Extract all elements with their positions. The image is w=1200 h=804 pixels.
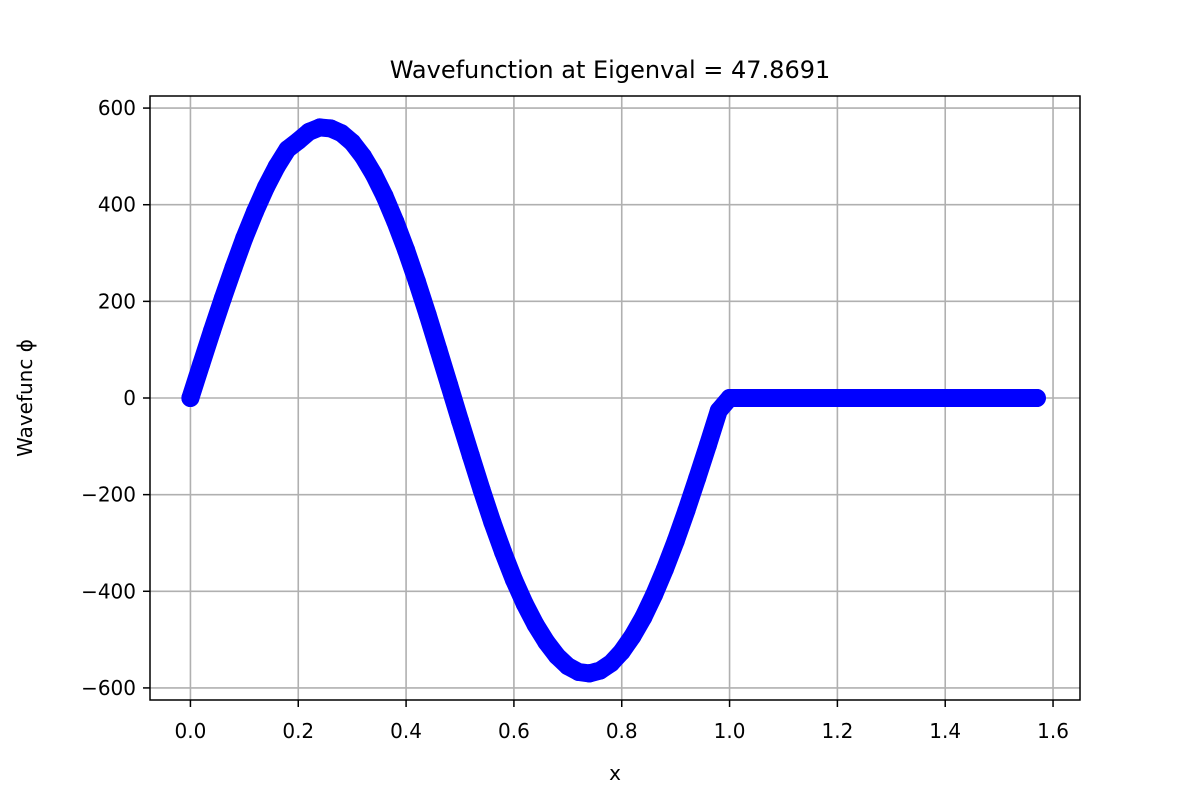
x-tick-label: 0.0	[175, 719, 207, 743]
data-point	[612, 642, 631, 661]
data-point	[774, 389, 793, 407]
data-point	[504, 570, 523, 589]
data-point	[990, 389, 1009, 407]
x-tick-label: 0.6	[498, 719, 530, 743]
data-point	[828, 389, 847, 407]
data-point	[909, 389, 928, 407]
data-point	[203, 321, 221, 340]
chart-title: Wavefunction at Eigenval = 47.8691	[390, 56, 831, 84]
data-point	[354, 147, 372, 166]
data-point	[747, 389, 766, 407]
data-point	[515, 594, 534, 613]
data-point	[343, 133, 362, 152]
data-point	[688, 469, 707, 488]
data-point	[720, 389, 739, 407]
y-tick-label: 600	[98, 96, 136, 120]
data-point	[494, 543, 513, 562]
data-point	[192, 355, 211, 374]
data-point	[386, 212, 405, 231]
data-point	[440, 376, 459, 394]
x-axis-label: x	[609, 761, 621, 785]
y-tick-label: 0	[123, 386, 136, 410]
data-point	[235, 229, 254, 248]
data-point	[634, 608, 653, 627]
data-point	[882, 389, 901, 407]
tick-layer: 0.0 0.2 0.4 0.6 0.8 1.0 1.2 1.4 1.6 600 400 200 0 −20…	[81, 96, 1069, 743]
y-tick-label: −400	[81, 579, 136, 603]
data-point	[1027, 389, 1046, 407]
data-point	[602, 654, 620, 673]
data-point	[375, 187, 394, 205]
data-point	[246, 202, 265, 221]
data-point	[483, 513, 502, 532]
y-axis-label: Wavefunc ϕ	[13, 339, 37, 457]
data-point	[645, 585, 664, 604]
data-layer	[181, 118, 1046, 683]
x-tick-label: 0.4	[390, 719, 422, 743]
data-point	[623, 627, 642, 646]
x-tick-label: 0.8	[606, 719, 638, 743]
data-point	[855, 389, 874, 407]
x-tick-label: 1.2	[821, 719, 853, 743]
data-point	[451, 411, 469, 430]
data-point	[418, 305, 437, 324]
data-point	[936, 389, 955, 407]
y-tick-label: 400	[98, 193, 136, 217]
data-point	[224, 258, 243, 277]
data-point	[429, 340, 448, 359]
data-point	[666, 532, 685, 550]
data-point	[677, 501, 696, 520]
x-tick-label: 1.0	[714, 719, 746, 743]
data-point	[267, 157, 286, 176]
data-point	[699, 435, 717, 454]
data-point	[801, 389, 820, 407]
data-point	[709, 401, 728, 420]
data-point	[364, 165, 383, 184]
data-point	[526, 615, 545, 634]
y-tick-label: 200	[98, 289, 136, 313]
x-tick-label: 1.6	[1037, 719, 1069, 743]
y-tick-label: −200	[81, 483, 136, 507]
data-point	[472, 480, 491, 499]
y-tick-label: −600	[81, 676, 136, 700]
data-point	[181, 389, 200, 407]
x-tick-label: 0.2	[282, 719, 314, 743]
x-tick-label: 1.4	[929, 719, 961, 743]
data-point	[963, 389, 982, 407]
data-point	[407, 272, 426, 291]
data-point	[537, 633, 556, 651]
data-point	[655, 560, 674, 579]
data-point	[213, 289, 232, 308]
data-point	[256, 178, 275, 197]
data-point	[397, 241, 416, 260]
data-point	[461, 446, 480, 465]
